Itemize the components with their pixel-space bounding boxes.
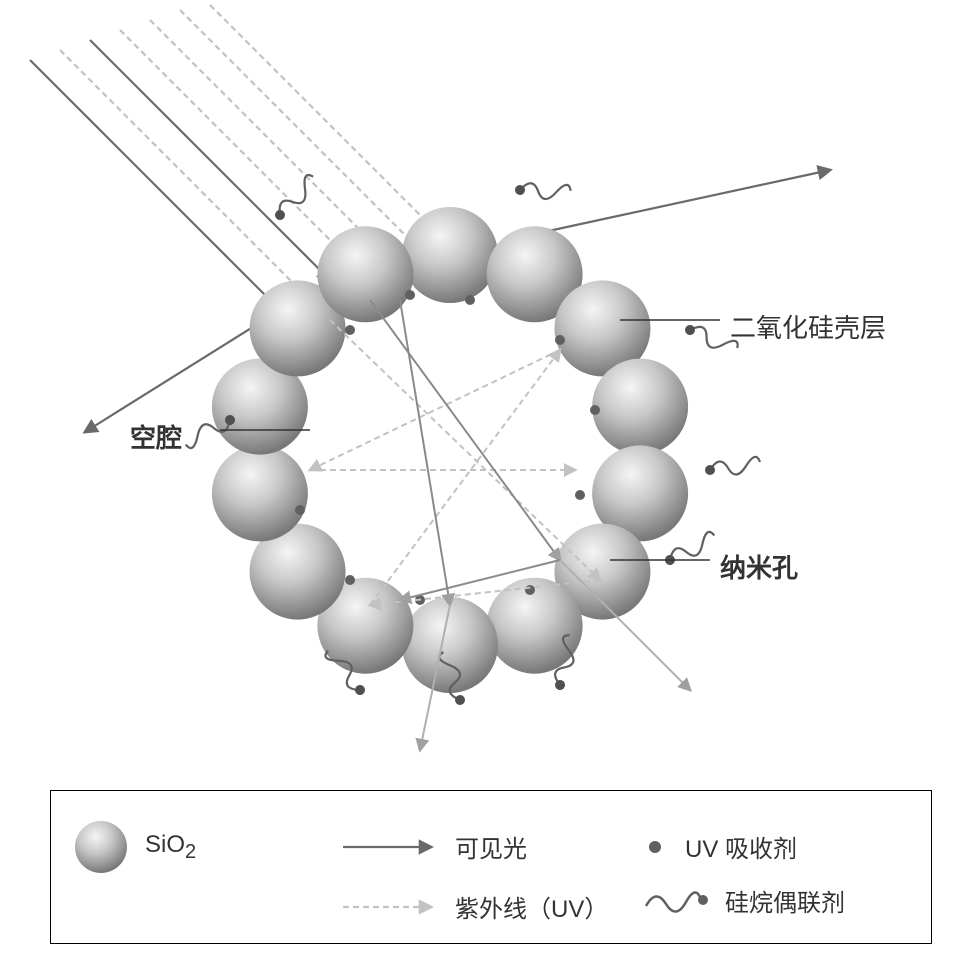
label-nanopore: 纳米孔	[720, 548, 798, 585]
legend-uv-absorber: UV 吸收剂	[641, 829, 797, 864]
arrow-solid-icon	[341, 837, 441, 857]
squiggle-icon	[641, 886, 711, 916]
label-cavity: 空腔	[130, 418, 182, 455]
legend-uv-absorber-label: UV 吸收剂	[685, 829, 797, 864]
silica-sphere-ring	[212, 207, 688, 693]
diagram-canvas: 二氧化硅壳层 空腔 纳米孔 SiO2 可见光 UV 吸收剂 紫外线（UV） 硅烷…	[0, 0, 979, 967]
label-shell: 二氧化硅壳层	[730, 308, 886, 345]
arrow-dashed-icon	[341, 897, 441, 917]
legend-silane-label: 硅烷偶联剂	[725, 883, 845, 918]
legend-uv-label: 紫外线（UV）	[455, 889, 608, 924]
legend-visible-label: 可见光	[455, 829, 527, 864]
legend-sio2-label: SiO2	[145, 831, 196, 864]
legend-box: SiO2 可见光 UV 吸收剂 紫外线（UV） 硅烷偶联剂	[50, 790, 932, 944]
dot-icon	[641, 837, 671, 857]
sphere-icon	[71, 817, 131, 877]
legend-silane: 硅烷偶联剂	[641, 883, 845, 918]
legend-uv: 紫外线（UV）	[341, 889, 608, 924]
legend-sio2: SiO2	[71, 817, 196, 877]
legend-visible: 可见光	[341, 829, 527, 864]
